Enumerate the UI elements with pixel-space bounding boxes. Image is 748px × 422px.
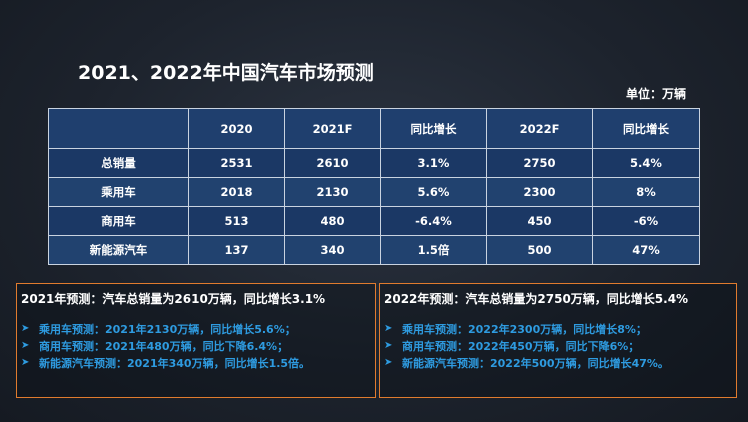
forecast-table: 2020 2021F 同比增长 2022F 同比增长 总销量 2531 2610…: [48, 108, 700, 265]
table-cell: 新能源汽车: [48, 235, 189, 265]
table-header-cell: 2020: [188, 108, 285, 149]
table-header-row: 2020 2021F 同比增长 2022F 同比增长: [48, 108, 700, 149]
table-cell: 513: [188, 206, 285, 236]
list-item-text: 商用车预测：2021年480万辆，同比下降6.4%；: [39, 339, 289, 353]
table-cell: 5.6%: [380, 177, 487, 207]
list-item-text: 商用车预测：2022年450万辆，同比下降6%；: [402, 339, 640, 353]
table-cell: 480: [284, 206, 381, 236]
table-cell: 340: [284, 235, 381, 265]
table-row: 总销量 2531 2610 3.1% 2750 5.4%: [48, 148, 700, 178]
arrowhead-bullet-icon: ➤: [384, 340, 393, 351]
list-item: ➤ 乘用车预测：2022年2300万辆，同比增长8%；: [384, 320, 669, 337]
arrowhead-bullet-icon: ➤: [21, 323, 30, 334]
table-row: 乘用车 2018 2130 5.6% 2300 8%: [48, 177, 700, 207]
list-item-text: 乘用车预测：2022年2300万辆，同比增长8%；: [402, 322, 647, 336]
table-header-cell: 同比增长: [380, 108, 487, 149]
arrowhead-bullet-icon: ➤: [21, 340, 30, 351]
list-item-text: 新能源汽车预测：2022年500万辆，同比增长47%。: [402, 356, 669, 370]
list-item: ➤ 商用车预测：2022年450万辆，同比下降6%；: [384, 337, 669, 354]
forecast-2022-heading: 2022年预测：汽车总销量为2750万辆，同比增长5.4%: [384, 292, 689, 306]
table-cell: 2610: [284, 148, 381, 178]
table-cell: 137: [188, 235, 285, 265]
forecast-2021-box: 2021年预测：汽车总销量为2610万辆，同比增长3.1% ➤ 乘用车预测：20…: [16, 283, 376, 398]
table-cell: -6.4%: [380, 206, 487, 236]
table-cell: 2750: [486, 148, 593, 178]
page-title: 2021、2022年中国汽车市场预测: [78, 62, 374, 84]
list-item: ➤ 乘用车预测：2021年2130万辆，同比增长5.6%；: [21, 320, 310, 337]
table-cell: 乘用车: [48, 177, 189, 207]
table-cell: 2018: [188, 177, 285, 207]
arrowhead-bullet-icon: ➤: [21, 357, 30, 368]
forecast-2021-heading: 2021年预测：汽车总销量为2610万辆，同比增长3.1%: [21, 292, 326, 306]
forecast-2022-list: ➤ 乘用车预测：2022年2300万辆，同比增长8%； ➤ 商用车预测：2022…: [384, 320, 669, 371]
table-header-cell: [48, 108, 189, 149]
list-item-text: 新能源汽车预测：2021年340万辆，同比增长1.5倍。: [39, 356, 311, 370]
table-cell: 商用车: [48, 206, 189, 236]
arrowhead-bullet-icon: ➤: [384, 323, 393, 334]
list-item: ➤ 新能源汽车预测：2022年500万辆，同比增长47%。: [384, 354, 669, 371]
table-cell: 450: [486, 206, 593, 236]
table-cell: 总销量: [48, 148, 189, 178]
forecast-2022-box: 2022年预测：汽车总销量为2750万辆，同比增长5.4% ➤ 乘用车预测：20…: [379, 283, 737, 398]
table-cell: 5.4%: [592, 148, 700, 178]
table-row: 商用车 513 480 -6.4% 450 -6%: [48, 206, 700, 236]
table-cell: 2300: [486, 177, 593, 207]
table-row: 新能源汽车 137 340 1.5倍 500 47%: [48, 235, 700, 265]
forecast-2021-list: ➤ 乘用车预测：2021年2130万辆，同比增长5.6%； ➤ 商用车预测：20…: [21, 320, 310, 371]
arrowhead-bullet-icon: ➤: [384, 357, 393, 368]
table-header-cell: 2021F: [284, 108, 381, 149]
list-item: ➤ 新能源汽车预测：2021年340万辆，同比增长1.5倍。: [21, 354, 310, 371]
table-cell: 500: [486, 235, 593, 265]
table-header-cell: 2022F: [486, 108, 593, 149]
table-cell: 3.1%: [380, 148, 487, 178]
table-cell: 1.5倍: [380, 235, 487, 265]
list-item: ➤ 商用车预测：2021年480万辆，同比下降6.4%；: [21, 337, 310, 354]
list-item-text: 乘用车预测：2021年2130万辆，同比增长5.6%；: [39, 322, 296, 336]
table-cell: 47%: [592, 235, 700, 265]
table-cell: 8%: [592, 177, 700, 207]
table-cell: 2531: [188, 148, 285, 178]
table-cell: 2130: [284, 177, 381, 207]
table-cell: -6%: [592, 206, 700, 236]
unit-label: 单位：万辆: [626, 87, 687, 101]
table-header-cell: 同比增长: [592, 108, 700, 149]
